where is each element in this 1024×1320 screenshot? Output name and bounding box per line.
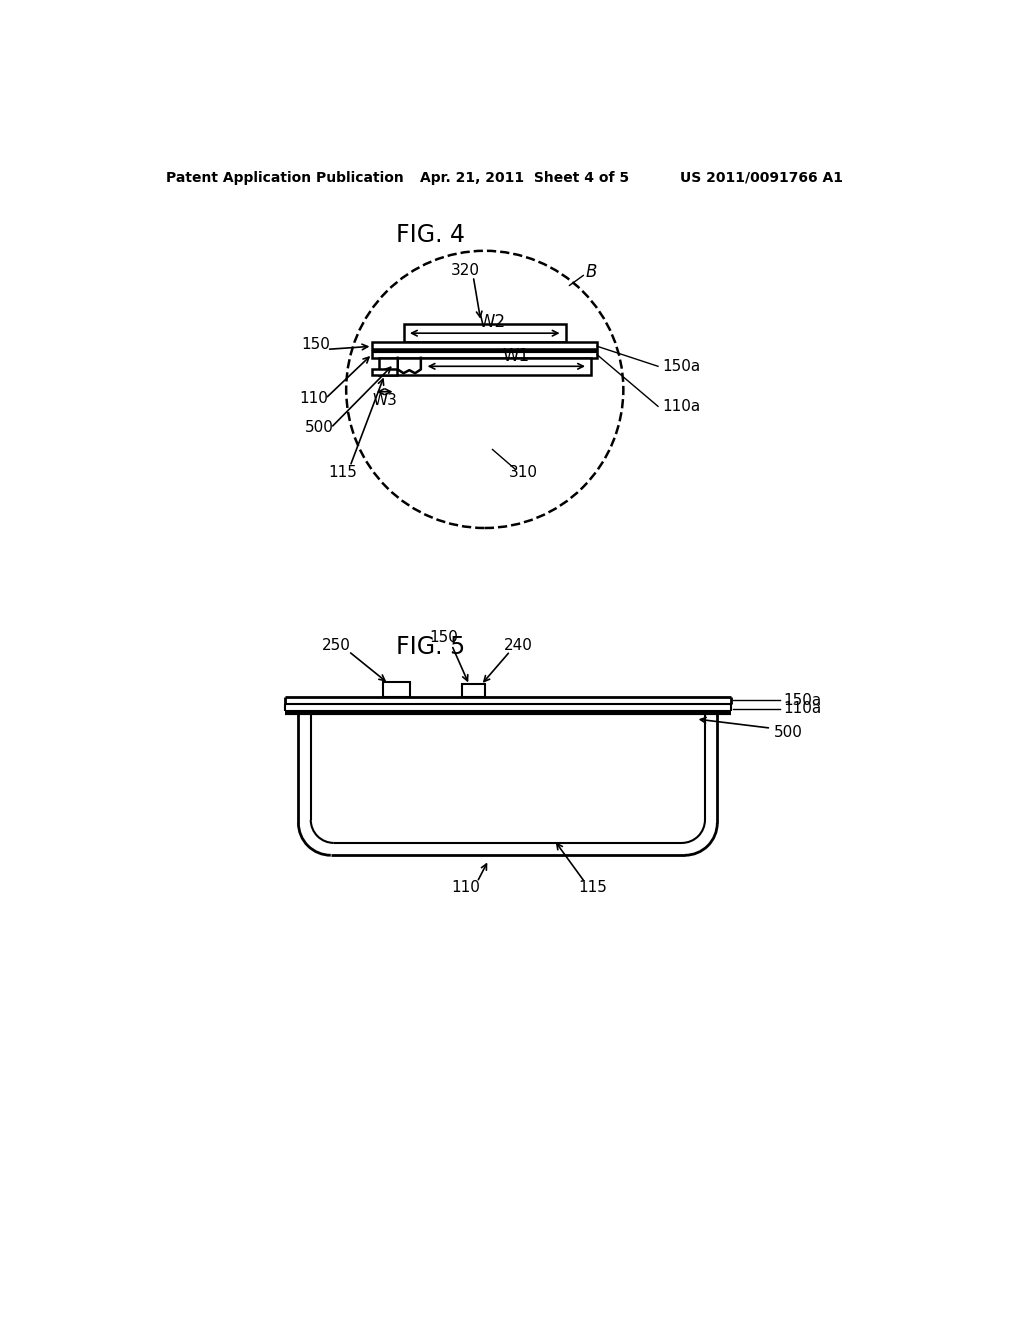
Bar [403, 323, 565, 342]
Text: 150a: 150a [662, 359, 700, 374]
Text: 250: 250 [322, 638, 350, 652]
Text: 150: 150 [301, 337, 330, 352]
Text: 150: 150 [429, 630, 459, 645]
Bar [383, 682, 410, 697]
Text: B: B [586, 264, 597, 281]
Text: 150a: 150a [783, 693, 822, 708]
Text: FIG. 5: FIG. 5 [396, 635, 466, 660]
Text: FIG. 4: FIG. 4 [396, 223, 465, 247]
Text: 110: 110 [452, 880, 480, 895]
Bar [373, 368, 397, 375]
Text: Patent Application Publication: Patent Application Publication [166, 170, 403, 185]
Text: W2: W2 [479, 313, 506, 331]
Text: 240: 240 [504, 638, 532, 652]
Bar [379, 358, 591, 375]
Bar [462, 684, 484, 697]
Text: 320: 320 [451, 263, 480, 277]
Text: 115: 115 [328, 465, 356, 480]
Bar [373, 351, 597, 358]
Text: 500: 500 [773, 725, 803, 741]
Bar [373, 342, 597, 350]
Text: US 2011/0091766 A1: US 2011/0091766 A1 [681, 170, 844, 185]
Text: 110: 110 [299, 391, 329, 407]
Text: 110a: 110a [662, 399, 700, 414]
Text: 500: 500 [305, 420, 334, 436]
Text: W3: W3 [372, 393, 397, 408]
Text: 115: 115 [579, 880, 607, 895]
Text: Apr. 21, 2011  Sheet 4 of 5: Apr. 21, 2011 Sheet 4 of 5 [420, 170, 630, 185]
Text: 110a: 110a [783, 701, 822, 717]
Text: W1: W1 [502, 347, 529, 364]
Text: 310: 310 [509, 465, 538, 480]
